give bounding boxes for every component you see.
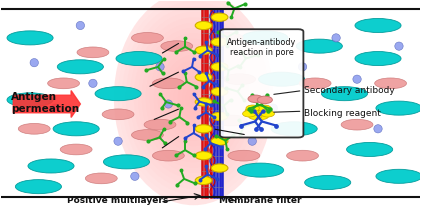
Ellipse shape bbox=[376, 169, 421, 183]
Circle shape bbox=[195, 151, 212, 160]
Ellipse shape bbox=[53, 122, 99, 136]
Ellipse shape bbox=[116, 52, 162, 66]
Ellipse shape bbox=[376, 101, 421, 115]
Ellipse shape bbox=[131, 172, 139, 181]
Ellipse shape bbox=[341, 119, 373, 130]
Ellipse shape bbox=[114, 0, 273, 205]
Ellipse shape bbox=[211, 32, 243, 43]
Ellipse shape bbox=[114, 137, 122, 145]
Ellipse shape bbox=[104, 155, 149, 169]
Ellipse shape bbox=[258, 72, 305, 86]
Ellipse shape bbox=[248, 137, 256, 145]
Circle shape bbox=[195, 21, 212, 30]
Ellipse shape bbox=[156, 63, 164, 71]
Text: Positive multilayers: Positive multilayers bbox=[67, 196, 169, 205]
Circle shape bbox=[211, 112, 228, 120]
Circle shape bbox=[195, 46, 212, 54]
Circle shape bbox=[211, 88, 228, 96]
Ellipse shape bbox=[298, 63, 307, 71]
Ellipse shape bbox=[18, 123, 50, 134]
Circle shape bbox=[195, 73, 212, 81]
Ellipse shape bbox=[355, 19, 401, 32]
Ellipse shape bbox=[346, 142, 393, 156]
Ellipse shape bbox=[296, 39, 342, 53]
Ellipse shape bbox=[299, 78, 331, 89]
Ellipse shape bbox=[77, 47, 109, 58]
Ellipse shape bbox=[7, 93, 53, 107]
Ellipse shape bbox=[355, 52, 401, 66]
Text: Membrane filter: Membrane filter bbox=[219, 196, 302, 205]
Ellipse shape bbox=[216, 115, 247, 126]
Circle shape bbox=[211, 137, 228, 145]
Ellipse shape bbox=[353, 75, 361, 83]
Circle shape bbox=[252, 110, 265, 117]
Circle shape bbox=[245, 108, 258, 114]
Ellipse shape bbox=[89, 79, 97, 88]
Ellipse shape bbox=[48, 78, 80, 89]
Ellipse shape bbox=[76, 21, 85, 30]
Bar bbox=[201, 9, 224, 199]
Ellipse shape bbox=[57, 60, 104, 74]
Ellipse shape bbox=[271, 122, 317, 136]
Circle shape bbox=[246, 105, 259, 112]
Ellipse shape bbox=[95, 87, 141, 101]
Circle shape bbox=[211, 63, 228, 71]
Ellipse shape bbox=[131, 130, 163, 140]
Circle shape bbox=[242, 110, 256, 117]
Ellipse shape bbox=[152, 150, 184, 161]
Circle shape bbox=[211, 38, 228, 46]
Ellipse shape bbox=[60, 144, 92, 155]
Circle shape bbox=[255, 113, 269, 119]
FancyArrow shape bbox=[13, 90, 80, 118]
Ellipse shape bbox=[321, 87, 368, 101]
Ellipse shape bbox=[305, 176, 351, 189]
Ellipse shape bbox=[237, 163, 284, 177]
Ellipse shape bbox=[269, 104, 277, 112]
Ellipse shape bbox=[228, 150, 260, 161]
Ellipse shape bbox=[374, 125, 382, 133]
Text: Secondary antibody: Secondary antibody bbox=[304, 86, 394, 95]
Ellipse shape bbox=[51, 104, 59, 112]
Ellipse shape bbox=[164, 100, 173, 108]
Circle shape bbox=[261, 110, 274, 117]
Text: Blocking reagent: Blocking reagent bbox=[304, 109, 381, 118]
Ellipse shape bbox=[85, 173, 117, 184]
Ellipse shape bbox=[7, 31, 53, 45]
Ellipse shape bbox=[224, 74, 256, 85]
Ellipse shape bbox=[332, 34, 340, 42]
Text: Antigen
permeation: Antigen permeation bbox=[11, 92, 79, 114]
Ellipse shape bbox=[395, 42, 403, 50]
Ellipse shape bbox=[287, 150, 318, 161]
Ellipse shape bbox=[152, 78, 184, 89]
Circle shape bbox=[257, 96, 272, 104]
Ellipse shape bbox=[375, 78, 407, 89]
Ellipse shape bbox=[102, 109, 134, 120]
Circle shape bbox=[195, 98, 212, 106]
Ellipse shape bbox=[16, 180, 61, 194]
Ellipse shape bbox=[144, 119, 176, 130]
Circle shape bbox=[248, 95, 263, 103]
Circle shape bbox=[211, 164, 228, 172]
Circle shape bbox=[248, 113, 262, 119]
Ellipse shape bbox=[161, 41, 193, 52]
Circle shape bbox=[258, 108, 272, 114]
Circle shape bbox=[258, 105, 271, 112]
Circle shape bbox=[195, 176, 212, 184]
Ellipse shape bbox=[30, 58, 38, 67]
Ellipse shape bbox=[131, 32, 163, 43]
Circle shape bbox=[211, 13, 228, 21]
Ellipse shape bbox=[242, 31, 288, 45]
Circle shape bbox=[195, 125, 212, 133]
FancyBboxPatch shape bbox=[220, 29, 304, 137]
Ellipse shape bbox=[28, 159, 74, 173]
Text: Antigen-antibody
reaction in pore: Antigen-antibody reaction in pore bbox=[227, 38, 296, 57]
